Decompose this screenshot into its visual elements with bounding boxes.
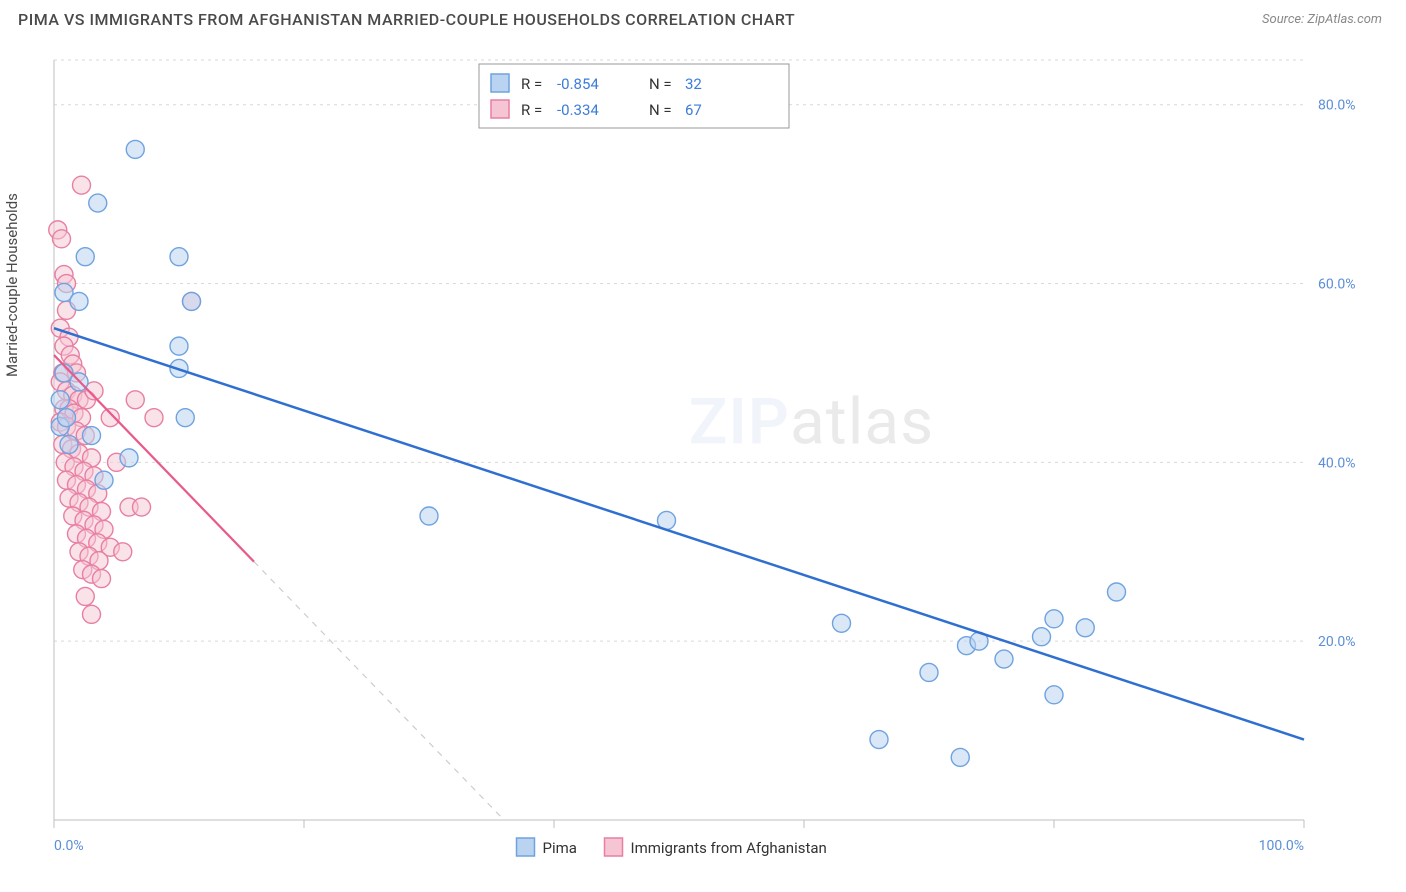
chart-header: PIMA VS IMMIGRANTS FROM AFGHANISTAN MARR… [0,0,1406,35]
svg-text:-0.334: -0.334 [557,101,599,119]
svg-text:N =: N = [649,75,672,93]
chart-title: PIMA VS IMMIGRANTS FROM AFGHANISTAN MARR… [18,10,795,29]
svg-text:60.0%: 60.0% [1318,277,1356,293]
y-axis-label: Married-couple Households [3,193,21,377]
svg-text:100.0%: 100.0% [1259,838,1304,854]
svg-text:R =: R = [521,101,542,119]
svg-text:0.0%: 0.0% [54,838,84,854]
svg-text:80.0%: 80.0% [1318,98,1356,114]
svg-text:32: 32 [685,75,702,93]
svg-text:Pima: Pima [543,839,577,857]
svg-text:20.0%: 20.0% [1318,634,1356,650]
svg-text:R =: R = [521,75,542,93]
svg-text:40.0%: 40.0% [1318,455,1356,471]
svg-text:-0.854: -0.854 [557,75,599,93]
scatter-chart: 20.0% 40.0% 60.0% 80.0% 0.0% 100.0% ZIPatlas R … [18,44,1386,876]
svg-text:ZIPatlas: ZIPatlas [689,384,934,459]
chart-container: Married-couple Households 20.0%40.0%60.0… [18,44,1386,876]
svg-text:67: 67 [685,101,702,119]
source-label: Source: ZipAtlas.com [1262,12,1382,27]
svg-text:Immigrants from Afghanistan: Immigrants from Afghanistan [631,839,827,857]
svg-text:N =: N = [649,101,672,119]
